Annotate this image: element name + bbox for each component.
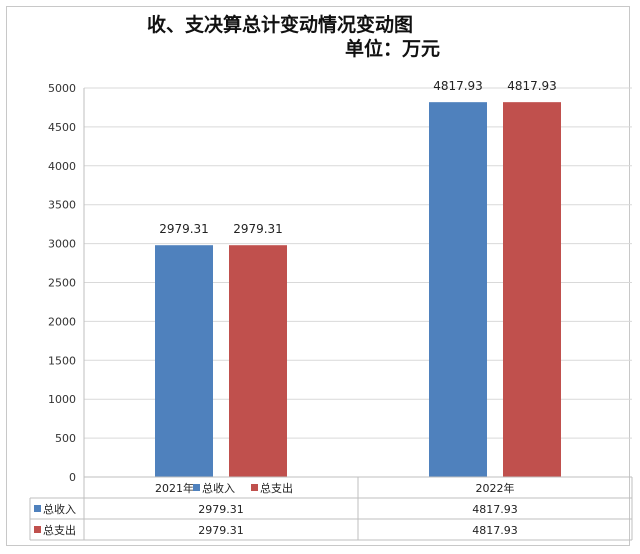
y-tick-label: 1000 xyxy=(48,393,76,406)
y-tick-label: 3000 xyxy=(48,238,76,251)
table-legend-swatch-1 xyxy=(34,526,41,533)
y-tick-label: 4000 xyxy=(48,160,76,173)
table-row-label: 总支出 xyxy=(43,523,76,537)
table-cell-value: 2979.31 xyxy=(198,524,244,537)
bar-expense-1 xyxy=(503,102,561,477)
category-label: 2021年 xyxy=(155,481,194,495)
legend-swatch-1 xyxy=(251,484,258,491)
data-label: 4817.93 xyxy=(507,79,557,93)
legend-label: 总支出 xyxy=(260,481,293,495)
bar-income-1 xyxy=(429,102,487,477)
y-tick-label: 0 xyxy=(69,471,76,484)
legend-swatch-0 xyxy=(193,484,200,491)
legend-label: 总收入 xyxy=(202,481,235,495)
table-legend-swatch-0 xyxy=(34,505,41,512)
y-tick-label: 500 xyxy=(55,432,76,445)
bar-expense-0 xyxy=(229,245,287,477)
y-tick-label: 1500 xyxy=(48,354,76,367)
y-tick-label: 4500 xyxy=(48,121,76,134)
y-tick-label: 2000 xyxy=(48,315,76,328)
category-label: 2022年 xyxy=(476,481,515,495)
table-cell-value: 4817.93 xyxy=(472,524,518,537)
y-tick-label: 2500 xyxy=(48,277,76,290)
data-label: 2979.31 xyxy=(233,222,283,236)
y-tick-label: 3500 xyxy=(48,199,76,212)
data-label: 2979.31 xyxy=(159,222,209,236)
bar-income-0 xyxy=(155,245,213,477)
table-row-label: 总收入 xyxy=(43,502,76,516)
y-tick-label: 5000 xyxy=(48,82,76,95)
table-cell-value: 4817.93 xyxy=(472,503,518,516)
table-cell-value: 2979.31 xyxy=(198,503,244,516)
data-label: 4817.93 xyxy=(433,79,483,93)
